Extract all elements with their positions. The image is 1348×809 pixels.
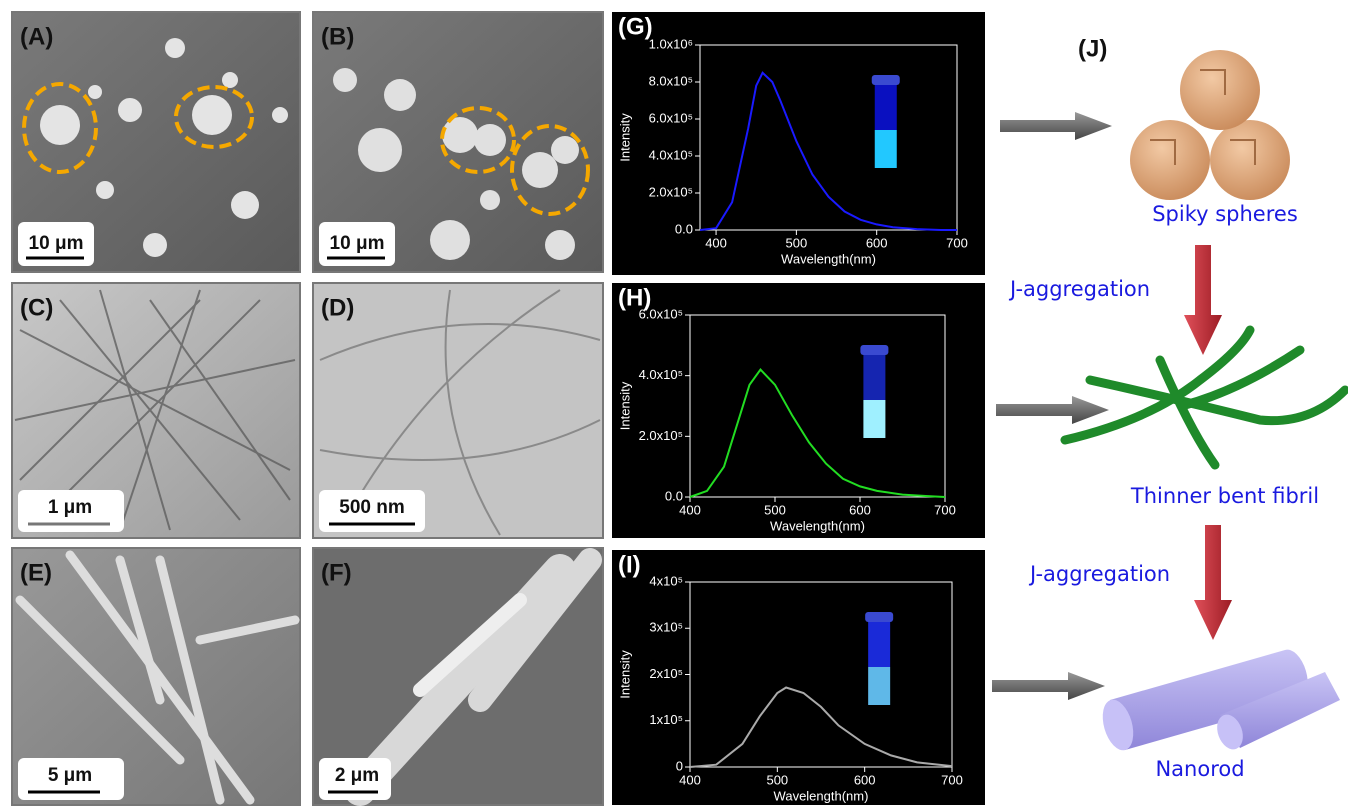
- step-label: J-aggregation: [1008, 277, 1150, 301]
- vial-bottom: [868, 667, 890, 705]
- panel-label: (I): [618, 551, 641, 578]
- nanorods: [1097, 650, 1340, 754]
- x-tick-label: 500: [766, 772, 788, 787]
- vial-top: [863, 355, 885, 400]
- scale-bar-label: 500 nm: [339, 497, 404, 518]
- y-tick-label: 0: [676, 758, 683, 773]
- y-tick-label: 2.0x10⁵: [649, 184, 693, 199]
- y-axis-label: Intensity: [617, 650, 632, 699]
- panel-label: (H): [618, 284, 651, 311]
- vial-cap: [865, 612, 893, 622]
- panel-label: (B): [321, 23, 354, 50]
- step-label: J-aggregation: [1028, 562, 1170, 586]
- vial-top: [868, 622, 890, 667]
- vial-bottom: [863, 400, 885, 438]
- scale-bar-label: 1 μm: [48, 497, 92, 518]
- y-tick-label: 1.0x10⁶: [649, 36, 693, 51]
- y-tick-label: 4.0x10⁵: [639, 367, 683, 382]
- y-tick-label: 0.0: [675, 221, 693, 236]
- y-tick-label: 8.0x10⁵: [649, 73, 693, 88]
- x-tick-label: 500: [786, 235, 808, 250]
- x-tick-label: 700: [941, 772, 963, 787]
- panel-label: (A): [20, 23, 53, 50]
- x-tick-label: 500: [764, 502, 786, 517]
- scheme: (J) Spiky spheres J-aggregation Thinner …: [992, 35, 1345, 781]
- y-tick-label: 3x10⁵: [649, 620, 683, 635]
- x-axis-label: Wavelength(nm): [770, 518, 865, 533]
- spectrum-chart: 0 1x10⁵ 2x10⁵ 3x10⁵ 4x10⁵ 400 500 600 700 Wavelen…: [612, 550, 985, 805]
- scale-bar-label: 5 μm: [48, 765, 92, 786]
- scale-bar-label: 10 μm: [29, 233, 84, 254]
- y-tick-label: 6.0x10⁵: [649, 110, 693, 125]
- vial-cap: [872, 75, 900, 85]
- x-tick-label: 600: [849, 502, 871, 517]
- stage-label: Spiky spheres: [1152, 202, 1298, 226]
- y-tick-label: 0.0: [665, 488, 683, 503]
- panel-label: (J): [1078, 35, 1107, 62]
- panel-label: (E): [20, 559, 52, 586]
- y-tick-label: 2.0x10⁵: [639, 428, 683, 443]
- y-axis-label: Intensity: [617, 113, 632, 162]
- vial-cap: [860, 345, 888, 355]
- y-tick-label: 1x10⁵: [649, 712, 683, 727]
- x-axis-label: Wavelength(nm): [774, 788, 869, 803]
- y-tick-label: 4.0x10⁵: [649, 147, 693, 162]
- stage-label: Nanorod: [1155, 757, 1244, 781]
- x-tick-label: 600: [866, 235, 888, 250]
- stage-label: Thinner bent fibril: [1130, 484, 1319, 508]
- x-tick-label: 400: [679, 502, 701, 517]
- spectrum-chart: 0.0 2.0x10⁵ 4.0x10⁵ 6.0x10⁵ 8.0x10⁵ 1.0x10⁶ 40…: [612, 12, 985, 275]
- y-axis-label: Intensity: [617, 381, 632, 430]
- x-tick-label: 400: [705, 235, 727, 250]
- scale-bar-label: 2 μm: [335, 765, 379, 786]
- panel-label: (C): [20, 294, 53, 321]
- y-tick-label: 4x10⁵: [649, 573, 683, 588]
- figure: (J) Spiky spheres J-aggregation Thinner …: [0, 0, 1348, 809]
- panel-label: (G): [618, 13, 653, 40]
- scale-bar-label: 10 μm: [330, 233, 385, 254]
- vial-top: [875, 85, 897, 130]
- vial-bottom: [875, 130, 897, 168]
- x-tick-label: 700: [934, 502, 956, 517]
- x-tick-label: 400: [679, 772, 701, 787]
- y-tick-label: 2x10⁵: [649, 666, 683, 681]
- spheres: [1130, 50, 1290, 200]
- x-tick-label: 600: [854, 772, 876, 787]
- panel-label: (F): [321, 559, 352, 586]
- x-tick-label: 700: [946, 235, 968, 250]
- panel-label: (D): [321, 294, 354, 321]
- x-axis-label: Wavelength(nm): [781, 251, 876, 266]
